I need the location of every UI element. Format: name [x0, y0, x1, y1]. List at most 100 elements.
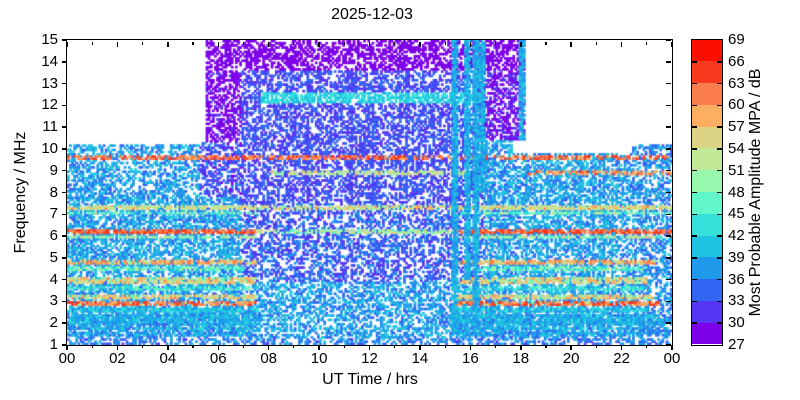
x-tick: [267, 345, 270, 350]
x-minor-tick-top: [494, 41, 497, 45]
x-tick: [167, 345, 169, 350]
y-tick-label: 15: [41, 31, 58, 48]
y-tick: [62, 169, 67, 172]
colorbar-tick-label: 42: [728, 227, 745, 245]
colorbar-segment: [691, 170, 722, 192]
x-minor-tick: [293, 345, 295, 348]
x-minor-tick-top: [444, 41, 446, 45]
chart-title: 2025-12-03: [331, 6, 413, 23]
colorbar-tick: [717, 278, 722, 281]
y-tick-right: [665, 39, 671, 41]
y-tick-label: 9: [49, 161, 58, 179]
colorbar-tick: [717, 300, 722, 303]
y-tick: [62, 148, 67, 150]
colorbar-segment: [691, 148, 722, 171]
x-minor-tick-top: [242, 41, 245, 45]
y-tick: [62, 213, 67, 216]
x-axis-label: UT Time / hrs: [322, 371, 418, 388]
x-tick-label: 16: [461, 350, 479, 367]
y-tick-label: 5: [49, 248, 58, 266]
x-tick-top: [318, 41, 320, 47]
y-tick-right: [665, 322, 671, 324]
y-tick-right: [665, 61, 671, 63]
colorbar-segment: [691, 39, 722, 62]
colorbar-tick-label: 33: [728, 292, 745, 310]
x-tick: [66, 345, 68, 350]
y-tick: [62, 322, 67, 324]
y-tick-label: 10: [41, 139, 58, 157]
x-minor-tick-top: [595, 41, 597, 45]
x-minor-tick-top: [192, 41, 194, 45]
x-minor-tick-top: [293, 41, 295, 45]
x-minor-tick-top: [646, 41, 648, 45]
y-tick-right: [665, 300, 671, 303]
x-minor-tick-top: [142, 41, 144, 45]
x-tick: [469, 345, 472, 350]
y-tick: [62, 257, 67, 259]
y-tick: [62, 191, 67, 194]
colorbar-tick-label: 63: [728, 74, 745, 92]
colorbar-tick-left: [692, 126, 697, 128]
colorbar-tick: [717, 104, 722, 107]
x-tick-top: [570, 41, 572, 47]
x-minor-tick: [91, 345, 93, 348]
colorbar-segment: [691, 322, 722, 345]
x-tick-label: 00: [58, 350, 76, 367]
colorbar-tick-left: [692, 257, 697, 259]
colorbar-tick-label: 39: [728, 248, 745, 266]
colorbar-segment: [691, 191, 722, 214]
colorbar-tick-left: [692, 322, 697, 324]
y-tick: [62, 104, 67, 107]
colorbar-tick-left: [692, 300, 697, 303]
colorbar-tick-label: 30: [728, 314, 745, 332]
x-minor-tick: [343, 345, 345, 348]
y-tick-right: [665, 169, 671, 172]
x-minor-tick: [595, 345, 597, 348]
spectrogram-canvas: [66, 39, 672, 345]
y-tick-label: 8: [49, 183, 58, 201]
colorbar-tick-left: [692, 169, 697, 172]
colorbar-tick-label: 54: [728, 139, 745, 157]
y-tick-right: [665, 104, 671, 107]
y-tick-label: 6: [49, 227, 58, 245]
x-tick-label: 10: [310, 350, 328, 367]
x-minor-tick: [192, 345, 194, 348]
colorbar-tick: [717, 126, 722, 128]
x-tick-label: 06: [209, 350, 227, 367]
x-tick-top: [671, 41, 673, 47]
x-minor-tick-top: [545, 41, 547, 45]
x-minor-tick: [646, 345, 648, 348]
x-tick-label: 02: [109, 350, 126, 367]
y-tick-right: [665, 82, 671, 85]
y-tick: [62, 344, 67, 346]
colorbar-segment: [691, 83, 722, 105]
colorbar: [690, 38, 723, 346]
colorbar-tick-label: 48: [728, 183, 745, 201]
colorbar-tick-label: 60: [728, 96, 745, 114]
x-tick-label: 04: [159, 350, 177, 367]
y-tick: [62, 61, 67, 63]
x-minor-tick-top: [394, 41, 396, 45]
colorbar-segment: [691, 126, 722, 149]
colorbar-tick-left: [692, 61, 697, 63]
colorbar-tick: [717, 82, 722, 85]
colorbar-tick-label: 36: [728, 270, 745, 288]
colorbar-tick-label: 57: [728, 118, 745, 136]
colorbar-tick: [717, 235, 722, 237]
colorbar-tick-left: [692, 191, 697, 194]
colorbar-tick-label: 27: [728, 336, 745, 353]
colorbar-tick-label: 45: [728, 205, 745, 223]
x-minor-tick: [394, 345, 396, 348]
x-tick: [368, 345, 371, 350]
x-tick: [671, 345, 673, 350]
x-tick: [419, 345, 421, 350]
x-tick-top: [520, 41, 522, 47]
colorbar-tick: [717, 61, 722, 63]
y-tick-label: 12: [41, 96, 58, 114]
x-tick-top: [66, 41, 68, 47]
x-minor-tick: [444, 345, 446, 348]
y-tick-label: 2: [49, 314, 58, 332]
colorbar-tick-left: [692, 235, 697, 237]
x-tick-top: [620, 41, 623, 47]
